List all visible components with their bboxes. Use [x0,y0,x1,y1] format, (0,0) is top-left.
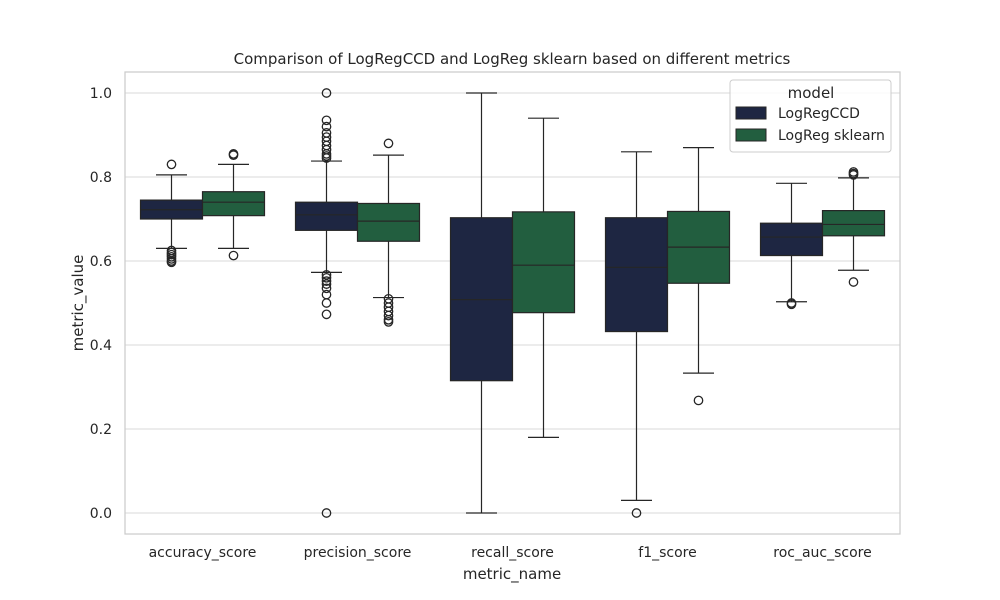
outlier-point [321,298,332,308]
legend-label-logregccd: LogRegCCD [778,106,860,122]
box-logreg-sklearn-accuracy_score [201,149,266,261]
outlier-point [321,88,332,98]
outlier-point [166,159,177,170]
outlier-point [383,317,394,327]
outlier-point [321,153,332,163]
box-logregccd-f1_score [604,151,669,518]
box-logreg-sklearn-f1_score [666,147,731,406]
y-tick-label: 1.0 [90,86,112,102]
outlier-point [321,115,332,126]
y-tick-label: 0.0 [90,506,112,522]
x-tick-label: f1_score [638,545,696,561]
outlier-point [321,121,332,132]
legend-swatch-logreg-sklearn [735,128,767,142]
outlier-point [321,283,332,294]
outlier-point [383,138,394,149]
y-tick-label: 0.4 [90,338,112,354]
y-tick-label: 0.6 [90,254,112,270]
outlier-point [228,250,239,261]
outlier-point [228,150,239,161]
outlier-point [383,310,394,321]
outlier-point [321,508,332,518]
box-iqr [604,217,669,333]
legend-swatch-logregccd [735,106,767,120]
outlier-point [693,395,704,406]
y-tick-labels: 0.0 0.2 0.4 0.6 0.8 1.0 [90,86,112,522]
x-tick-labels: accuracy_score precision_score recall_scor… [149,545,872,561]
outlier-point [321,279,332,289]
y-axis-label: metric_value [69,255,88,352]
x-tick-label: recall_score [471,545,554,561]
plot-frame [124,71,901,535]
outlier-point [321,289,332,300]
box-iqr [759,222,824,257]
outlier-point [321,276,332,287]
box-logreg-sklearn-roc_auc_score [821,167,886,287]
legend: model LogRegCCD LogReg sklearn [729,79,892,153]
y-tick-label: 0.8 [90,170,112,186]
x-tick-label: accuracy_score [149,545,257,561]
y-tick-label: 0.2 [90,422,112,438]
chart-title: Comparison of LogRegCCD and LogReg sklea… [234,50,791,68]
box-iqr [294,201,359,231]
legend-label-logreg-sklearn: LogReg sklearn [778,128,885,144]
box-logregccd-accuracy_score [139,159,204,268]
x-axis-label: metric_name [463,565,561,584]
box-logreg-sklearn-recall_score [511,117,576,438]
outlier-point [848,277,859,287]
box-iqr [356,202,421,242]
outlier-point [786,299,797,310]
outlier-point [321,272,332,283]
box-groups [139,88,886,518]
outlier-point [321,270,332,280]
outlier-point [321,309,332,320]
outlier-point [166,257,177,268]
box-logreg-sklearn-precision_score [356,138,421,327]
legend-frame [729,79,892,153]
box-logregccd-roc_auc_score [759,182,824,310]
box-iqr [511,211,576,314]
legend-title: model [788,84,835,102]
outlier-point [631,508,642,518]
outlier-point [848,170,859,180]
x-tick-label: precision_score [304,545,412,561]
box-iqr [201,191,266,217]
box-logregccd-recall_score [449,92,514,514]
box-iqr [821,210,886,237]
box-logregccd-precision_score [294,88,359,518]
x-tick-label: roc_auc_score [773,545,871,561]
